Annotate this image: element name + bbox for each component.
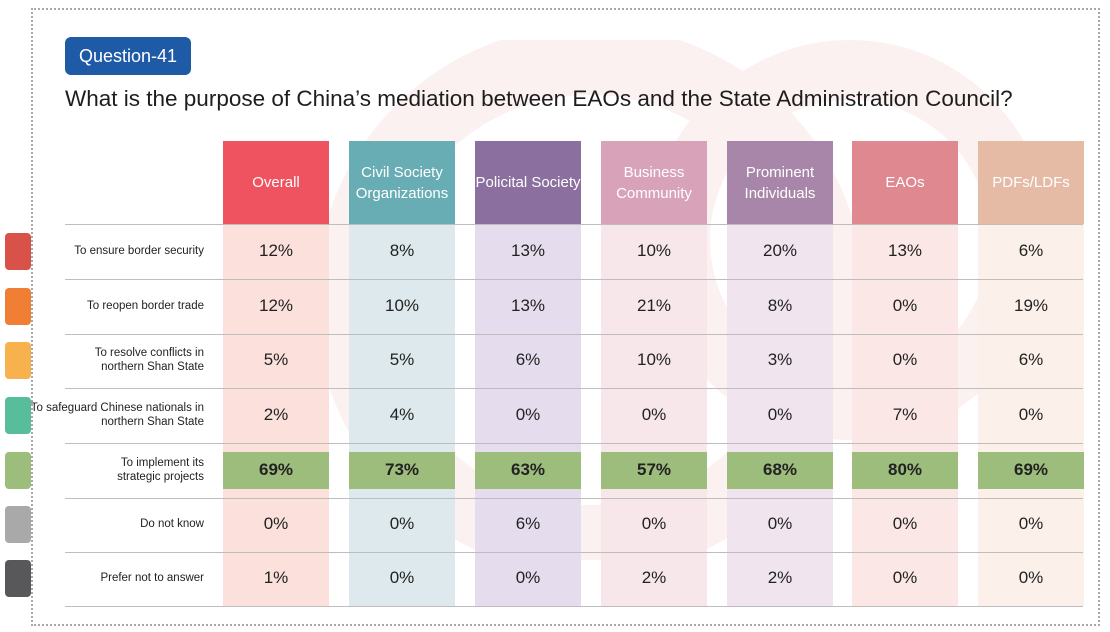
table-cell: 0%: [767, 514, 793, 534]
row-divider: [65, 387, 1083, 389]
table-cell: 69%: [258, 460, 294, 480]
table-cell: 0%: [515, 405, 541, 425]
row-label: Do not know: [140, 518, 204, 531]
table-cell: 68%: [762, 460, 798, 480]
table-cell: 69%: [1013, 460, 1049, 480]
table-cell: 57%: [636, 460, 672, 480]
slide-frame: [31, 8, 1100, 626]
row-divider: [65, 605, 1083, 607]
column-header: Prominent Individuals: [727, 141, 833, 224]
table-cell: 8%: [389, 241, 415, 261]
legend-swatch: [5, 396, 31, 434]
table-cell: 13%: [887, 241, 923, 261]
column-background: [852, 224, 958, 606]
table-cell: 73%: [384, 460, 420, 480]
table-cell: 6%: [1018, 350, 1044, 370]
table-cell: 12%: [258, 241, 294, 261]
column-header: Civil Society Organizations: [349, 141, 455, 224]
table-cell: 1%: [263, 568, 289, 588]
legend-swatch: [5, 451, 31, 489]
highlight-cell: [852, 451, 958, 489]
column-background: [978, 224, 1084, 606]
table-cell: 0%: [767, 405, 793, 425]
question-title: What is the purpose of China’s mediation…: [65, 86, 1013, 111]
table-cell: 5%: [263, 350, 289, 370]
table-cell: 0%: [1018, 514, 1044, 534]
column-background: [727, 224, 833, 606]
column-background: [475, 224, 581, 606]
row-label: To resolve conflicts in northern Shan St…: [94, 347, 204, 374]
table-cell: 0%: [1018, 405, 1044, 425]
row-label: To ensure border security: [74, 245, 204, 258]
column-background: [223, 224, 329, 606]
column-header: Overall: [223, 141, 329, 224]
legend-swatch: [5, 287, 31, 325]
table-cell: 6%: [1018, 241, 1044, 261]
table-cell: 4%: [389, 405, 415, 425]
table-cell: 0%: [515, 568, 541, 588]
table-cell: 0%: [641, 514, 667, 534]
legend-swatch: [5, 232, 31, 270]
column-header: EAOs: [852, 141, 958, 224]
table-cell: 12%: [258, 296, 294, 316]
table-cell: 10%: [384, 296, 420, 316]
table-cell: 20%: [762, 241, 798, 261]
table-cell: 0%: [641, 405, 667, 425]
highlight-cell: [978, 451, 1084, 489]
table-cell: 0%: [892, 568, 918, 588]
table-cell: 5%: [389, 350, 415, 370]
table-cell: 6%: [515, 514, 541, 534]
table-cell: 13%: [510, 296, 546, 316]
column-background: [601, 224, 707, 606]
row-label: To implement its strategic projects: [117, 457, 204, 484]
table-cell: 2%: [263, 405, 289, 425]
row-label: To safeguard Chinese nationals in northe…: [30, 402, 204, 429]
table-cell: 0%: [389, 568, 415, 588]
table-cell: 21%: [636, 296, 672, 316]
row-label: Prefer not to answer: [100, 572, 204, 585]
table-cell: 2%: [767, 568, 793, 588]
highlight-cell: [475, 451, 581, 489]
table-cell: 13%: [510, 241, 546, 261]
highlight-cell: [601, 451, 707, 489]
legend-swatch: [5, 341, 31, 379]
table-cell: 19%: [1013, 296, 1049, 316]
column-header: PDFs/LDFs: [978, 141, 1084, 224]
question-badge: Question-41: [65, 37, 191, 75]
table-cell: 8%: [767, 296, 793, 316]
row-divider: [65, 224, 1083, 225]
table-cell: 0%: [389, 514, 415, 534]
column-background: [349, 224, 455, 606]
table-cell: 0%: [892, 514, 918, 534]
legend-swatch: [5, 505, 31, 543]
highlight-cell: [349, 451, 455, 489]
table-cell: 10%: [636, 350, 672, 370]
row-divider: [65, 551, 1083, 553]
row-divider: [65, 497, 1083, 499]
row-divider: [65, 278, 1083, 280]
highlight-cell: [727, 451, 833, 489]
highlight-cell: [223, 451, 329, 489]
table-cell: 7%: [892, 405, 918, 425]
table-cell: 0%: [892, 296, 918, 316]
table-cell: 2%: [641, 568, 667, 588]
table-cell: 3%: [767, 350, 793, 370]
row-label: To reopen border trade: [87, 300, 204, 313]
table-cell: 0%: [892, 350, 918, 370]
table-cell: 63%: [510, 460, 546, 480]
column-header: Business Community: [601, 141, 707, 224]
legend-swatch: [5, 559, 31, 597]
table-cell: 6%: [515, 350, 541, 370]
row-divider: [65, 442, 1083, 444]
table-cell: 80%: [887, 460, 923, 480]
row-divider: [65, 333, 1083, 335]
table-cell: 0%: [263, 514, 289, 534]
table-cell: 0%: [1018, 568, 1044, 588]
table-cell: 10%: [636, 241, 672, 261]
column-header: Policital Society: [475, 141, 581, 224]
